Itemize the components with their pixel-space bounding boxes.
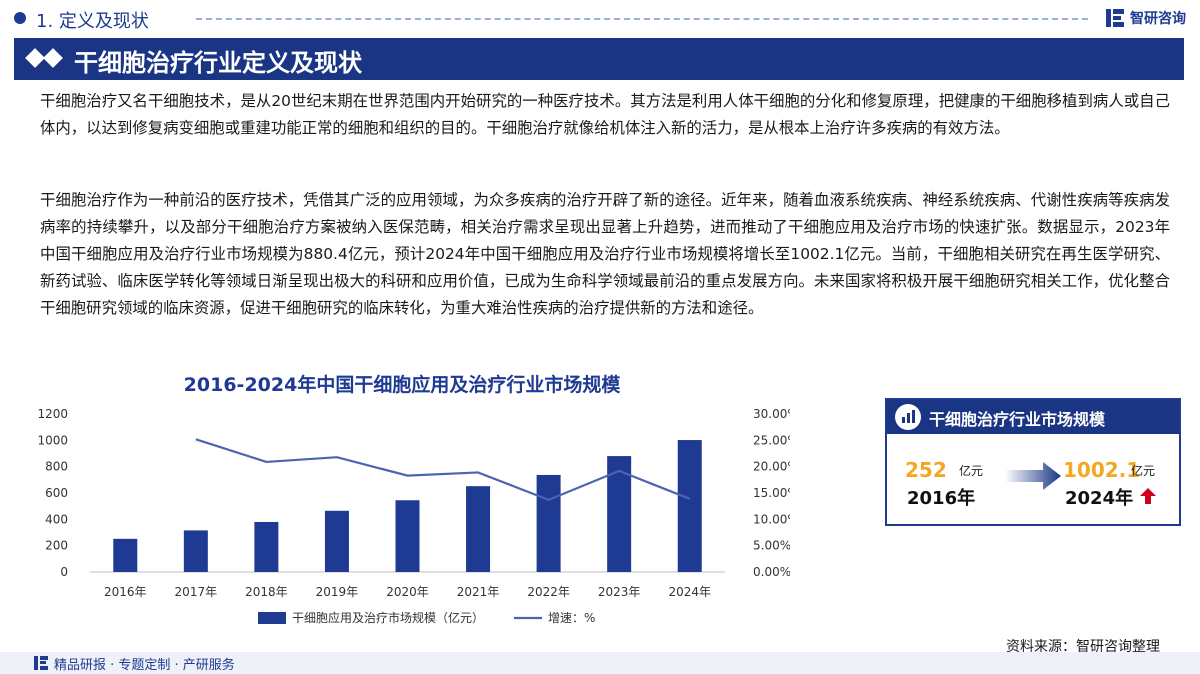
chart-badge-icon: [895, 404, 921, 430]
start-unit: 亿元: [959, 464, 984, 478]
x-tick-label: 2022年: [527, 585, 570, 599]
diamond-icon: [25, 48, 45, 68]
y-right-tick-label: 0.00%: [753, 565, 790, 579]
x-tick-label: 2019年: [316, 585, 359, 599]
chart-title: 2016-2024年中国干细胞应用及治疗行业市场规模: [183, 374, 621, 396]
y-left-tick-label: 1200: [37, 407, 68, 421]
card-title: 干细胞治疗行业市场规模: [929, 410, 1106, 429]
card-header: 干细胞治疗行业市场规模: [887, 400, 1179, 434]
end-unit: 亿元: [1131, 464, 1156, 478]
bar: [183, 530, 208, 572]
bar: [113, 538, 138, 572]
legend-label-bar: 干细胞应用及治疗市场规模（亿元）: [292, 610, 484, 625]
y-left-tick-label: 400: [45, 512, 68, 526]
y-right-tick-label: 10.00%: [753, 512, 790, 526]
bullet-dot-icon: [14, 12, 26, 24]
start-year: 2016年: [907, 488, 976, 509]
y-right-tick-label: 25.00%: [753, 433, 790, 447]
market-size-card: 干细胞治疗行业市场规模 252 亿元 2016年 1002.1 亿元 2024年: [885, 398, 1181, 526]
growth-arrow-icon: [1005, 462, 1061, 490]
page-title: 干细胞治疗行业定义及现状: [74, 49, 362, 77]
x-tick-label: 2024年: [668, 585, 711, 599]
footer-bar: 精品研报 · 专题定制 · 产研服务: [0, 652, 1200, 674]
intro-paragraph: 干细胞治疗又名干细胞技术，是从20世纪末期在世界范围内开始研究的一种医疗技术。其…: [40, 92, 1170, 137]
y-left-tick-label: 600: [45, 486, 68, 500]
up-arrow-icon: [1140, 488, 1156, 504]
y-right-tick-label: 20.00%: [753, 460, 790, 474]
x-tick-label: 2023年: [598, 585, 641, 599]
bar: [395, 500, 420, 572]
x-tick-label: 2016年: [104, 585, 147, 599]
dashed-divider: [196, 18, 1088, 20]
diamond-icon: [43, 48, 63, 68]
footer-services: 精品研报 · 专题定制 · 产研服务: [54, 658, 235, 673]
data-source: 资料来源：智研咨询整理: [1006, 639, 1160, 655]
bar: [466, 486, 491, 572]
bar: [607, 456, 632, 572]
legend-swatch-bar: [258, 612, 286, 624]
brand-logo-icon: [1106, 9, 1124, 27]
brand-name: 智研咨询: [1130, 11, 1186, 27]
market-paragraph: 干细胞治疗作为一种前沿的医疗技术，凭借其广泛的应用领域，为众多疾病的治疗开辟了新…: [40, 191, 1170, 317]
market-size-chart: 0 200 400 600 800 1000 1200 0.00% 5.00% 10.00% 15.…: [37, 407, 790, 625]
end-year: 2024年: [1065, 488, 1134, 509]
bar: [677, 440, 702, 572]
x-tick-label: 2020年: [386, 585, 429, 599]
y-right-tick-label: 5.00%: [753, 539, 790, 553]
legend-label-line: 增速：%: [548, 611, 595, 625]
x-tick-label: 2017年: [175, 585, 218, 599]
y-left-tick-label: 0: [60, 565, 68, 579]
brand-logo: 智研咨询: [1106, 8, 1186, 28]
end-value: 1002.1: [1063, 458, 1141, 482]
x-tick-label: 2018年: [245, 585, 288, 599]
section-title: 1. 定义及现状: [36, 11, 149, 32]
footer-logo-icon: [34, 656, 48, 670]
x-tick-label: 2021年: [457, 585, 500, 599]
start-value: 252: [905, 458, 947, 482]
top-bar: 1. 定义及现状 智研咨询: [0, 0, 1200, 38]
growth-rate-line: [195, 438, 691, 502]
page-title-bar: 干细胞治疗行业定义及现状: [14, 38, 1184, 80]
bar: [254, 521, 279, 572]
y-left-tick-label: 800: [45, 460, 68, 474]
y-right-tick-label: 15.00%: [753, 486, 790, 500]
bar: [536, 474, 561, 572]
bar: [324, 510, 349, 572]
y-left-tick-label: 1000: [37, 433, 68, 447]
y-right-tick-label: 30.00%: [753, 407, 790, 421]
y-left-tick-label: 200: [45, 539, 68, 553]
